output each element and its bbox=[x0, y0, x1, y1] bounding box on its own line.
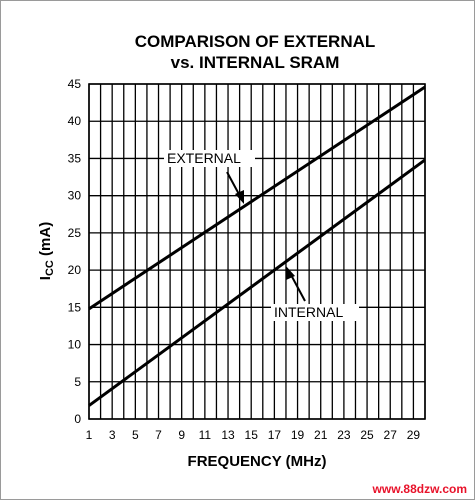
y-tick-label: 30 bbox=[68, 189, 82, 203]
y-tick-label: 15 bbox=[68, 300, 82, 314]
annotation-external-arrowhead bbox=[235, 190, 244, 204]
x-tick-label: 7 bbox=[155, 428, 162, 442]
x-tick-label: 21 bbox=[314, 428, 328, 442]
annotation-internal-arrow bbox=[289, 272, 306, 302]
y-tick-labels: 0 5 10 15 20 25 30 35 40 45 bbox=[68, 77, 82, 426]
x-tick-label: 5 bbox=[132, 428, 139, 442]
y-tick-label: 40 bbox=[68, 114, 82, 128]
annotation-internal-label: INTERNAL bbox=[274, 304, 343, 320]
x-tick-label: 1 bbox=[86, 428, 93, 442]
x-tick-label: 11 bbox=[199, 428, 212, 442]
chart-title-line-2: vs. INTERNAL SRAM bbox=[171, 53, 340, 72]
annotation-external-label: EXTERNAL bbox=[167, 150, 241, 166]
x-tick-label: 9 bbox=[178, 428, 185, 442]
annotation-external: EXTERNAL bbox=[164, 150, 255, 204]
series-line-internal bbox=[88, 158, 426, 407]
y-tick-label: 10 bbox=[68, 338, 82, 352]
watermark: www.88dzw.com bbox=[372, 482, 467, 496]
y-axis-label: ICC (mA) bbox=[37, 222, 56, 280]
chart-title-line-1: COMPARISON OF EXTERNAL bbox=[135, 32, 376, 51]
x-tick-label: 19 bbox=[291, 428, 305, 442]
x-tick-labels: 1 3 5 7 9 11 13 15 17 19 21 23 25 27 29 bbox=[86, 428, 421, 442]
x-tick-label: 25 bbox=[360, 428, 374, 442]
y-tick-label: 35 bbox=[68, 151, 82, 165]
x-tick-label: 29 bbox=[407, 428, 421, 442]
annotation-internal-arrowhead bbox=[286, 266, 295, 280]
series-lines bbox=[88, 85, 426, 407]
x-tick-label: 27 bbox=[384, 428, 398, 442]
x-tick-label: 13 bbox=[221, 428, 235, 442]
y-tick-label: 5 bbox=[74, 375, 81, 389]
y-axis-label-unit: (mA) bbox=[37, 222, 54, 260]
x-axis-label: FREQUENCY (MHz) bbox=[188, 453, 327, 470]
annotation-internal-bg bbox=[271, 304, 359, 321]
y-axis-label-subscript: CC bbox=[44, 260, 56, 276]
plot-border bbox=[88, 83, 426, 420]
y-tick-label: 45 bbox=[68, 77, 82, 91]
y-tick-label: 25 bbox=[68, 226, 82, 240]
annotation-internal: INTERNAL bbox=[271, 266, 359, 321]
y-axis-label-main: I bbox=[37, 276, 54, 280]
grid bbox=[88, 83, 426, 420]
y-tick-label: 0 bbox=[74, 412, 81, 426]
x-tick-label: 3 bbox=[109, 428, 116, 442]
x-tick-label: 17 bbox=[268, 428, 282, 442]
x-tick-label: 15 bbox=[245, 428, 259, 442]
series-line-external bbox=[88, 85, 426, 311]
x-tick-label: 23 bbox=[337, 428, 351, 442]
annotation-external-bg bbox=[164, 150, 255, 167]
y-tick-label: 20 bbox=[68, 263, 82, 277]
